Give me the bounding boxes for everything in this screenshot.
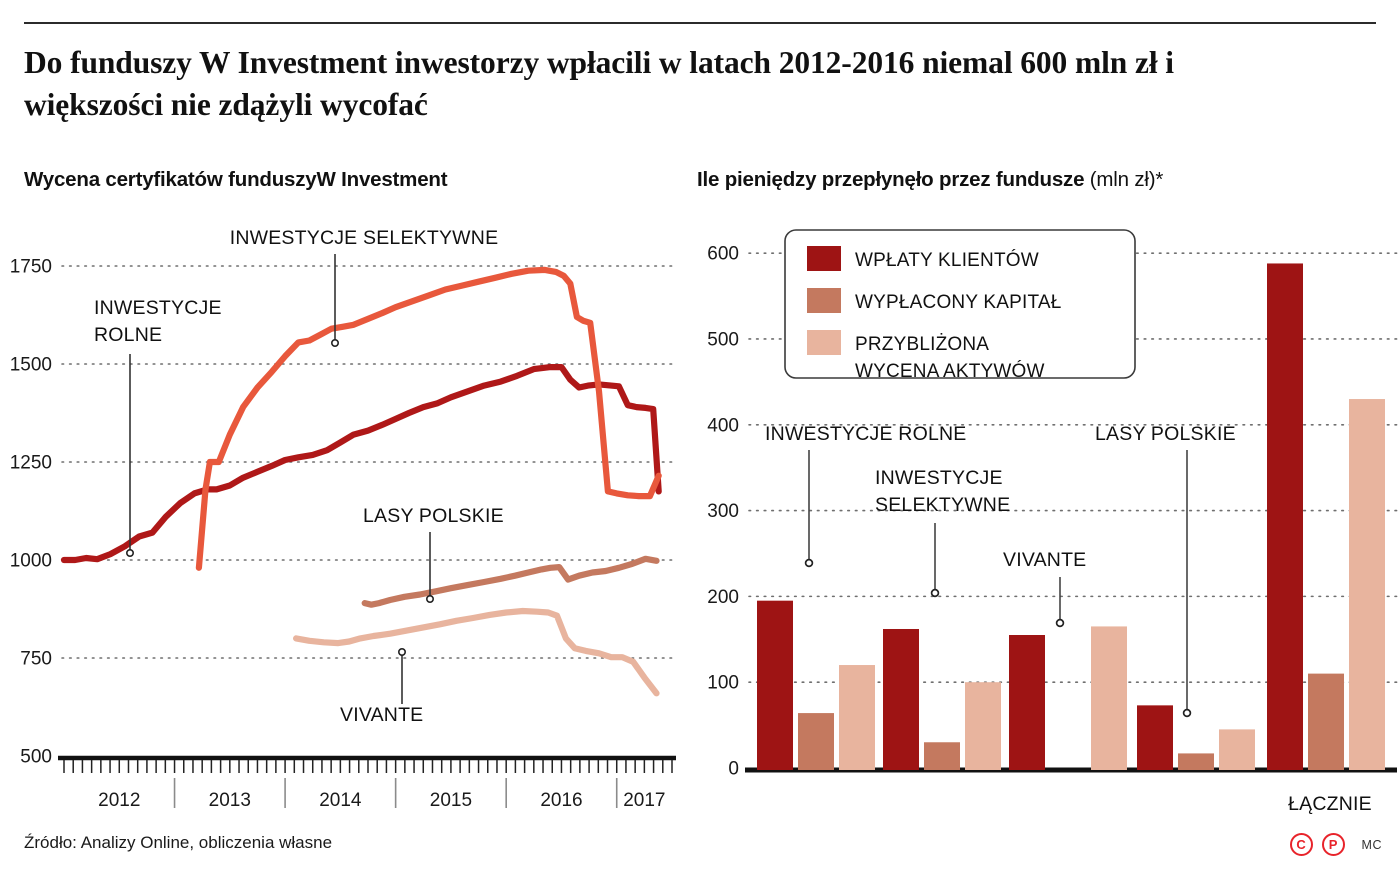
chart-text: INWESTYCJE ROLNE xyxy=(765,423,966,445)
chart-text: 100 xyxy=(707,673,739,694)
chart-text: 1000 xyxy=(10,551,52,572)
leader-dot xyxy=(126,548,135,557)
chart-text: ROLNE xyxy=(94,324,162,346)
bar xyxy=(883,628,919,770)
bar xyxy=(1137,705,1173,770)
footer-marks: C P MC xyxy=(1289,833,1382,856)
chart-text: SELEKTYWNE xyxy=(875,494,1010,516)
leader-dot xyxy=(930,588,940,598)
chart-text: WYPŁACONY KAPITAŁ xyxy=(855,292,1061,313)
legend-swatch xyxy=(807,330,841,355)
leader-dot xyxy=(1182,708,1192,718)
source-note: Źródło: Analizy Online, obliczenia własn… xyxy=(24,833,333,852)
leader-dot xyxy=(1055,618,1065,628)
chart-text: INWESTYCJE xyxy=(94,297,222,319)
leader-dot xyxy=(804,558,814,568)
chart-text: 1750 xyxy=(10,257,52,278)
page-title: Do funduszy W Investment inwestorzy wpła… xyxy=(24,45,1174,122)
leader-dot xyxy=(425,594,434,603)
leader-dot xyxy=(397,647,406,656)
legend-swatch xyxy=(807,288,841,313)
line-series xyxy=(195,266,662,571)
chart-text: ŁĄCZNIE xyxy=(1288,793,1372,815)
chart-text: WPŁATY KLIENTÓW xyxy=(855,249,1039,271)
left-chart-subtitle: Wycena certyfikatów funduszyW Investment xyxy=(24,168,448,191)
bar xyxy=(1267,263,1303,770)
copyright-icon: C xyxy=(1289,833,1313,856)
bar xyxy=(1009,635,1045,770)
chart-text: 2012 xyxy=(98,790,140,811)
line-series xyxy=(293,607,660,697)
chart-text: LASY POLSKIE xyxy=(1095,423,1236,445)
chart-text: 2014 xyxy=(319,790,362,811)
right-chart-panel: 0 100 200 300 400 500 600 WPŁATY KLIENTÓW WYPŁAC… xyxy=(697,196,1400,836)
chart-text: 500 xyxy=(707,329,739,350)
right-chart-subtitle: Ile pieniędzy przepłynęło przez fundusze… xyxy=(697,168,1163,192)
right-chart-unit: (mln zł)* xyxy=(1089,168,1164,191)
chart-text: 0 xyxy=(728,759,739,780)
left-chart-panel: 500 750 1000 1250 1500 1750 2012 2013 2014 2015 20… xyxy=(0,196,700,836)
chart-text: 1250 xyxy=(10,453,52,474)
chart-text: 300 xyxy=(707,501,739,522)
chart-text: LASY POLSKIE xyxy=(363,505,504,527)
bar xyxy=(965,682,1001,770)
chart-text: 2013 xyxy=(209,790,251,811)
chart-text: 200 xyxy=(707,587,739,608)
bar xyxy=(1219,729,1255,770)
top-rule xyxy=(24,22,1376,24)
bar-chart: 0 100 200 300 400 500 600 WPŁATY KLIENTÓW WYPŁAC… xyxy=(707,229,1398,815)
bar xyxy=(1178,753,1214,770)
chart-text: VIVANTE xyxy=(340,704,423,726)
bar xyxy=(839,665,875,770)
bar xyxy=(1349,399,1385,770)
bar xyxy=(1091,626,1127,770)
chart-text: INWESTYCJE SELEKTYWNE xyxy=(230,227,499,249)
legend-box xyxy=(784,229,1136,379)
chart-text: 500 xyxy=(20,747,52,768)
chart-text: 400 xyxy=(707,415,739,436)
chart-text: 750 xyxy=(20,649,52,670)
line-series xyxy=(60,364,662,564)
chart-text: 2015 xyxy=(430,790,472,811)
line-chart: 500 750 1000 1250 1500 1750 2012 2013 2014 2015 20… xyxy=(10,227,676,811)
leader-dot xyxy=(330,339,339,348)
p-mark-icon: P xyxy=(1321,833,1345,856)
bar xyxy=(757,600,793,770)
right-chart-subtitle-text: Ile pieniędzy przepłynęło przez fundusze xyxy=(697,168,1085,191)
chart-text: VIVANTE xyxy=(1003,549,1086,571)
chart-text: WYCENA AKTYWÓW xyxy=(855,360,1045,382)
bar xyxy=(924,742,960,770)
chart-text: 2016 xyxy=(540,790,582,811)
line-series xyxy=(361,555,660,608)
chart-text: 2017 xyxy=(623,790,665,811)
chart-text: 600 xyxy=(707,244,739,265)
bar xyxy=(1308,673,1344,770)
bar xyxy=(798,713,834,770)
legend-swatch xyxy=(807,246,841,271)
chart-text: INWESTYCJE xyxy=(875,467,1003,489)
author-initials: MC xyxy=(1361,837,1382,852)
chart-text: 1500 xyxy=(10,355,52,376)
chart-text: PRZYBLIŻONA xyxy=(855,334,989,355)
